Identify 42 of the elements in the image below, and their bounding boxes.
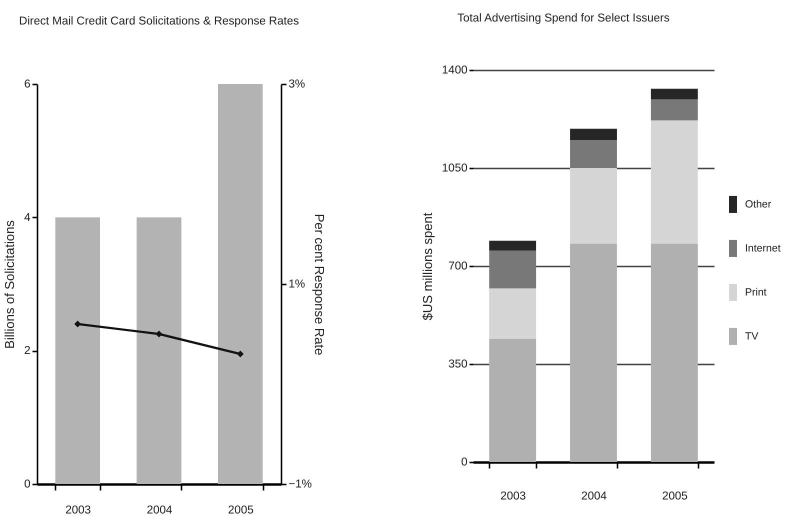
bar bbox=[570, 128, 617, 140]
y2-tick-label: −1% bbox=[288, 478, 312, 490]
bar bbox=[570, 244, 617, 462]
y2-tick-label: 1% bbox=[288, 278, 306, 290]
bar bbox=[489, 338, 536, 462]
chart-title: Direct Mail Credit Card Solicitations & Response Rates bbox=[19, 16, 300, 28]
legend-label: Print bbox=[745, 286, 767, 298]
bar bbox=[650, 88, 698, 100]
y-tick-label: 4 bbox=[24, 212, 32, 224]
point bbox=[236, 350, 244, 358]
bar bbox=[650, 120, 698, 244]
y2-tick-label: 3% bbox=[288, 78, 306, 90]
y-axis-title: $US millions spent bbox=[420, 212, 435, 320]
y-tick-label: 0 bbox=[461, 456, 468, 468]
chart-title: Total Advertising Spend for Select Issuers bbox=[457, 12, 670, 24]
x-tick-label: 2003 bbox=[65, 504, 91, 516]
x-tick-label: 2005 bbox=[662, 490, 688, 502]
legend-label: Other bbox=[745, 198, 772, 210]
y-tick-label: 1050 bbox=[442, 162, 468, 174]
y-tick-label: 350 bbox=[448, 358, 468, 370]
y-tick-label: 700 bbox=[448, 260, 468, 272]
bar bbox=[570, 168, 617, 244]
y-tick-label: 6 bbox=[24, 78, 30, 90]
point bbox=[156, 330, 162, 338]
x-tick-label: 2004 bbox=[146, 504, 173, 516]
y-tick-label: 1400 bbox=[442, 64, 468, 76]
bar bbox=[489, 250, 536, 288]
x-tick-label: 2003 bbox=[500, 490, 526, 502]
bar bbox=[650, 244, 698, 462]
bar bbox=[489, 288, 536, 339]
bar bbox=[489, 240, 536, 251]
bar bbox=[650, 99, 698, 120]
y-tick-label: 2 bbox=[24, 345, 30, 358]
legend-label: TV bbox=[745, 330, 758, 342]
y2-axis-title: Per cent Response Rate bbox=[312, 214, 327, 356]
point bbox=[74, 320, 82, 328]
x-tick-label: 2005 bbox=[228, 504, 254, 516]
y-axis-title: Billions of Solicitations bbox=[2, 220, 18, 349]
legend-label: Internet bbox=[745, 242, 781, 254]
bar bbox=[570, 140, 617, 168]
x-tick-label: 2004 bbox=[581, 490, 608, 502]
y-tick-label: 0 bbox=[24, 478, 30, 490]
